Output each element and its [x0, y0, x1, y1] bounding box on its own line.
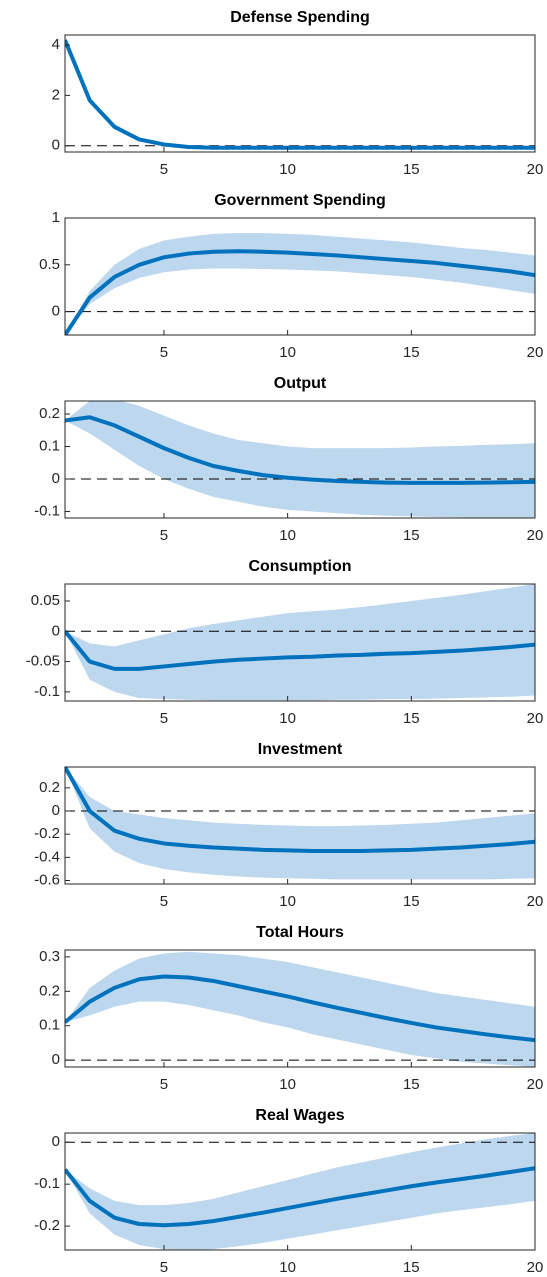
x-tick-label: 15: [403, 1259, 420, 1276]
plot-area: [65, 767, 535, 880]
axes-box: [64, 1132, 536, 1251]
x-tick-label: 20: [527, 1076, 544, 1093]
x-tick-label: 10: [279, 161, 296, 178]
y-tick-label: 0: [52, 137, 60, 154]
x-tick-label: 10: [279, 1076, 296, 1093]
x-tick-label: 5: [160, 710, 168, 727]
axes-box: [64, 34, 536, 153]
y-tick-label: 0.05: [31, 592, 60, 609]
axes-box: [64, 766, 536, 885]
response-line: [65, 249, 535, 335]
x-tick-label: 5: [160, 344, 168, 361]
plot-area: [65, 39, 535, 150]
response-line: [65, 39, 535, 150]
x-tick-label: 20: [527, 527, 544, 544]
response-line: [65, 767, 535, 853]
y-tick-label: 0: [52, 303, 60, 320]
confidence-band: [65, 232, 535, 335]
y-tick-label: 2: [52, 86, 60, 103]
x-tick-label: 10: [279, 893, 296, 910]
y-tick-label: 4: [52, 36, 60, 53]
x-tick-label: 10: [279, 710, 296, 727]
y-tick-label: 0.1: [39, 1017, 60, 1034]
x-tick-label: 5: [160, 527, 168, 544]
panel-title: Government Spending: [214, 192, 386, 209]
y-tick-label: 0.5: [39, 256, 60, 273]
y-tick-label: 0.2: [39, 779, 60, 796]
panel-title: Total Hours: [256, 924, 344, 941]
panel-title: Output: [274, 375, 327, 392]
confidence-band: [65, 951, 535, 1067]
y-tick-label: -0.1: [34, 502, 60, 519]
y-tick-label: -0.1: [34, 683, 60, 700]
panel-title: Defense Spending: [230, 9, 370, 26]
confidence-band: [65, 584, 535, 701]
x-tick-label: 5: [160, 893, 168, 910]
plot-area: [65, 1133, 535, 1250]
plot-area: [65, 584, 535, 701]
y-tick-label: 0.2: [39, 405, 60, 422]
x-tick-label: 20: [527, 893, 544, 910]
x-tick-label: 15: [403, 527, 420, 544]
x-tick-label: 15: [403, 161, 420, 178]
response-line: [65, 974, 535, 1043]
y-tick-label: -0.1: [34, 1175, 60, 1192]
y-tick-label: 0: [52, 1133, 60, 1150]
x-tick-label: 5: [160, 161, 168, 178]
x-tick-label: 20: [527, 344, 544, 361]
y-tick-label: 0: [52, 622, 60, 639]
panel-title: Consumption: [248, 558, 351, 575]
x-tick-label: 20: [527, 1259, 544, 1276]
x-tick-label: 15: [403, 893, 420, 910]
panel-title: Real Wages: [255, 1107, 344, 1124]
y-tick-label: 0: [52, 470, 60, 487]
y-tick-label: -0.05: [26, 653, 60, 670]
y-tick-label: 1: [52, 209, 60, 226]
plot-area: [65, 232, 535, 335]
axes-box: [64, 400, 536, 519]
plot-area: [65, 401, 535, 518]
confidence-band: [65, 401, 535, 518]
x-tick-label: 15: [403, 344, 420, 361]
panel-title: Investment: [258, 741, 343, 758]
x-tick-label: 5: [160, 1259, 168, 1276]
y-tick-label: -0.4: [34, 848, 60, 865]
axes-box: [64, 583, 536, 702]
plot-area: [65, 951, 535, 1067]
x-tick-label: 5: [160, 1076, 168, 1093]
response-line: [65, 630, 535, 671]
y-tick-label: 0: [52, 1051, 60, 1068]
x-tick-label: 15: [403, 710, 420, 727]
y-tick-label: -0.2: [34, 1217, 60, 1234]
y-tick-label: 0.3: [39, 948, 60, 965]
axes-box: [64, 217, 536, 336]
response-line: [65, 415, 535, 485]
y-tick-label: -0.6: [34, 871, 60, 888]
x-tick-label: 20: [527, 710, 544, 727]
y-tick-label: 0: [52, 802, 60, 819]
x-tick-label: 10: [279, 527, 296, 544]
x-tick-label: 15: [403, 1076, 420, 1093]
x-tick-label: 10: [279, 1259, 296, 1276]
confidence-band: [65, 1133, 535, 1250]
x-tick-label: 10: [279, 344, 296, 361]
y-tick-label: 0.2: [39, 982, 60, 999]
confidence-band: [65, 767, 535, 880]
y-tick-label: 0.1: [39, 437, 60, 454]
confidence-band: [65, 40, 535, 149]
axes-box: [64, 949, 536, 1068]
x-tick-label: 20: [527, 161, 544, 178]
y-tick-label: -0.2: [34, 825, 60, 842]
response-line: [65, 1166, 535, 1228]
